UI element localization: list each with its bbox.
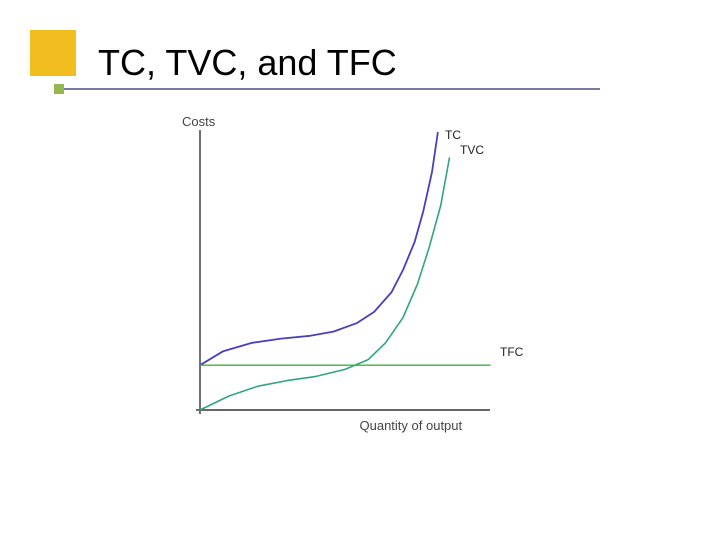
curve-label-tfc: TFC (500, 345, 523, 359)
curve-label-tc: TC (445, 128, 461, 142)
y-axis-label: Costs (182, 114, 215, 129)
title-underline (60, 88, 600, 90)
cost-curves-chart: Costs Quantity of output TCTVCTFC (180, 120, 630, 480)
x-axis-label: Quantity of output (360, 418, 463, 433)
title-underline-bead (54, 84, 64, 94)
title-block: TC, TVC, and TFC (30, 30, 397, 84)
slide-title: TC, TVC, and TFC (30, 30, 397, 84)
curve-label-tvc: TVC (460, 143, 484, 157)
